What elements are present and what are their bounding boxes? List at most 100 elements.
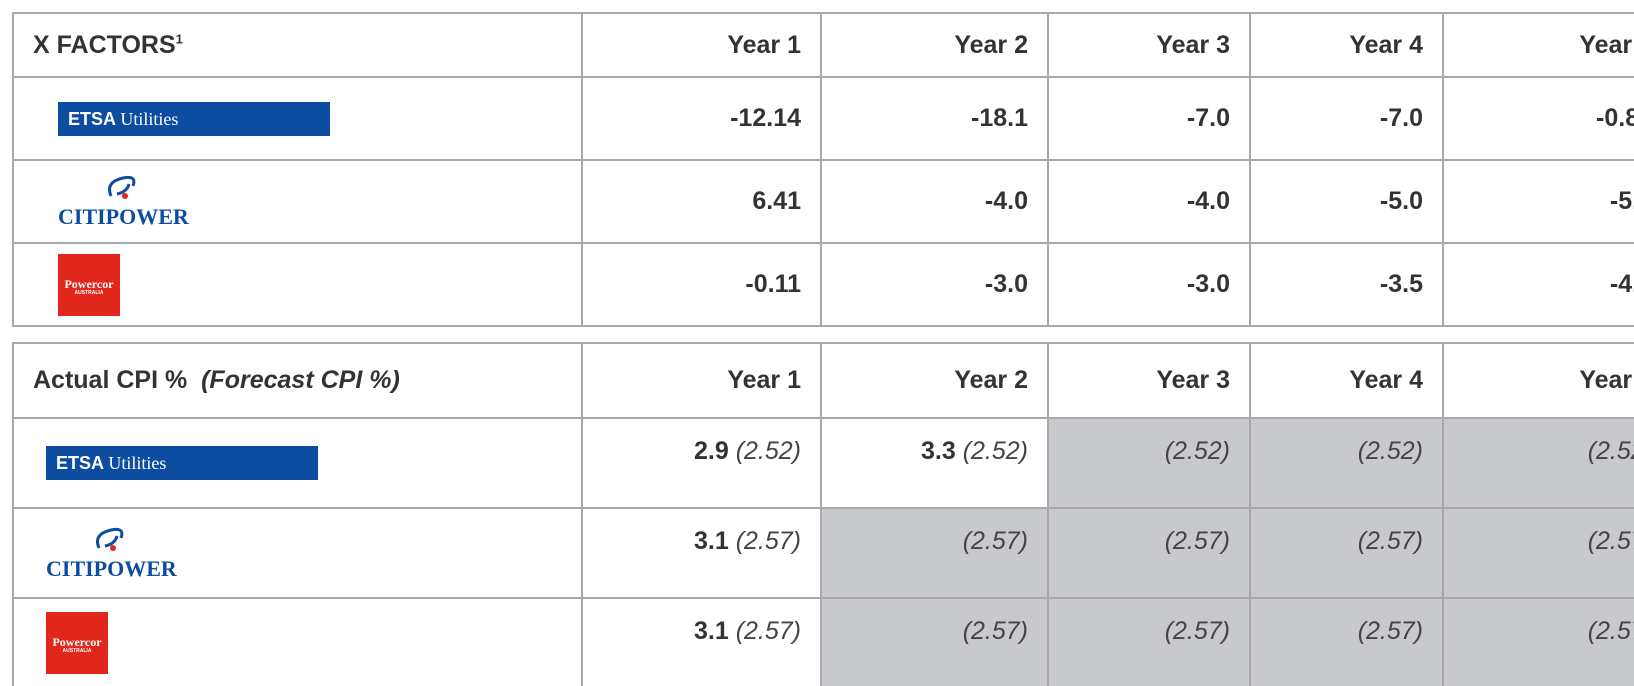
value-cell: 2.9 (2.52) (581, 417, 822, 509)
actual-value: 3.1 (693, 527, 729, 555)
value-cell: -0.89 (1442, 76, 1634, 161)
etsa-logo: ETSA Utilities (58, 101, 330, 136)
powercor-logo: Powercor AUSTRALIA (58, 253, 120, 316)
value-cell: -5.0 (1442, 159, 1634, 244)
value-cell: -12.14 (581, 76, 822, 161)
forecast-value: (2.57) (735, 527, 801, 555)
year-header: Year 2 (820, 342, 1049, 419)
company-cell: Powercor AUSTRALIA (12, 242, 583, 327)
forecast-value: (2.57) (1357, 617, 1423, 645)
value-cell: (2.57) (1249, 507, 1444, 599)
header-row: Actual CPI % (Forecast CPI %) Year 1 Year … (12, 342, 1634, 419)
forecast-value: (2.57) (1587, 617, 1634, 645)
value-cell: -3.0 (1047, 242, 1251, 327)
logo-suffix: Utilities (108, 453, 167, 473)
value-cell: 3.3 (2.52) (820, 417, 1049, 509)
value-cell: -3.5 (1249, 242, 1444, 327)
value-cell: (2.52) (1442, 417, 1634, 509)
footnote: 1 (175, 31, 183, 47)
company-cell: CITIPOWER (12, 159, 583, 244)
row: CITIPOWER 3.1 (2.57) (2.57) (2.57) (2.57) (2.… (12, 507, 1634, 599)
company-cell: CITIPOWER (12, 507, 583, 599)
forecast-value: (2.52) (1587, 437, 1634, 465)
row: ETSA Utilities 2.9 (2.52) 3.3 (2.52) (2.52)… (12, 417, 1634, 509)
value-cell: -4.0 (1047, 159, 1251, 244)
value-cell: -7.0 (1249, 76, 1444, 161)
logo-swirl (46, 524, 177, 558)
logo-sub: AUSTRALIA (74, 289, 104, 296)
forecast-value: (2.57) (1357, 527, 1423, 555)
year-header: Year 4 (1249, 12, 1444, 78)
header-cell: Actual CPI % (Forecast CPI %) (12, 342, 583, 419)
year-header: Year 1 (581, 342, 822, 419)
powercor-logo: Powercor AUSTRALIA (46, 612, 108, 674)
year-header: Year 2 (820, 12, 1049, 78)
value-cell: -3.0 (820, 242, 1049, 327)
logo-name: Powercor (64, 276, 114, 291)
year-header: Year 3 (1047, 12, 1251, 78)
title: X FACTORS (33, 30, 176, 59)
logo-name: ETSA (56, 453, 104, 473)
value-cell: (2.57) (1442, 597, 1634, 686)
value-cell: (2.57) (820, 507, 1049, 599)
value-cell: (2.57) (1047, 597, 1251, 686)
value-cell: (2.57) (1442, 507, 1634, 599)
forecast-value: (2.52) (962, 437, 1028, 465)
value-cell: (2.57) (820, 597, 1049, 686)
header-cell: X FACTORS1 (12, 12, 583, 78)
forecast-value: (2.57) (962, 527, 1028, 555)
value-cell: 6.41 (581, 159, 822, 244)
logo-sub: AUSTRALIA (62, 648, 92, 655)
title: Actual CPI % (33, 366, 188, 394)
value-cell: -7.0 (1047, 76, 1251, 161)
logo-swirl (58, 172, 189, 206)
value-cell: (2.57) (1047, 507, 1251, 599)
citipower-logo: CITIPOWER (46, 524, 177, 580)
forecast-value: (2.57) (1587, 527, 1634, 555)
row: Powercor AUSTRALIA 3.1 (2.57) (2.57) (2.57)(… (12, 597, 1634, 686)
value-cell: (2.57) (1249, 597, 1444, 686)
row: ETSA Utilities-12.14-18.1-7.0-7.0-0.89 (12, 76, 1634, 161)
etsa-logo: ETSA Utilities (46, 446, 318, 480)
forecast-value: (2.57) (1164, 527, 1230, 555)
value-cell: (2.52) (1249, 417, 1444, 509)
forecast-value: (2.57) (735, 617, 801, 645)
value-cell: (2.52) (1047, 417, 1251, 509)
year-header: Year 1 (581, 12, 822, 78)
actual-value: 3.1 (693, 617, 729, 645)
value-cell: -18.1 (820, 76, 1049, 161)
forecast-value: (2.52) (735, 437, 801, 465)
swirl (96, 527, 124, 551)
swirl (108, 175, 136, 199)
company-cell: ETSA Utilities (12, 417, 583, 509)
year-header: Year 3 (1047, 342, 1251, 419)
logo-name: CITIPOWER (46, 555, 177, 581)
actual-value: 2.9 (693, 437, 729, 465)
forecast-value: (2.52) (1164, 437, 1230, 465)
value-cell: -5.0 (1249, 159, 1444, 244)
forecast-value: (2.57) (1164, 617, 1230, 645)
forecast-value: (2.57) (962, 617, 1028, 645)
value-cell: 3.1 (2.57) (581, 507, 822, 599)
logo-name: ETSA (68, 108, 116, 129)
actual-value: 3.3 (920, 437, 956, 465)
forecast-value: (2.52) (1357, 437, 1423, 465)
subtitle: (Forecast CPI %) (201, 366, 400, 394)
value-cell: -0.11 (581, 242, 822, 327)
year-header: Year 5 (1442, 342, 1634, 419)
company-cell: ETSA Utilities (12, 76, 583, 161)
company-cell: Powercor AUSTRALIA (12, 597, 583, 686)
citipower-logo: CITIPOWER (58, 172, 189, 228)
value-cell: 3.1 (2.57) (581, 597, 822, 686)
logo-name: Powercor (52, 635, 102, 649)
year-header: Year 5 (1442, 12, 1634, 78)
value-cell: -4.0 (820, 159, 1049, 244)
value-cell: -4.0 (1442, 242, 1634, 327)
year-header: Year 4 (1249, 342, 1444, 419)
logo-name: CITIPOWER (58, 204, 189, 229)
